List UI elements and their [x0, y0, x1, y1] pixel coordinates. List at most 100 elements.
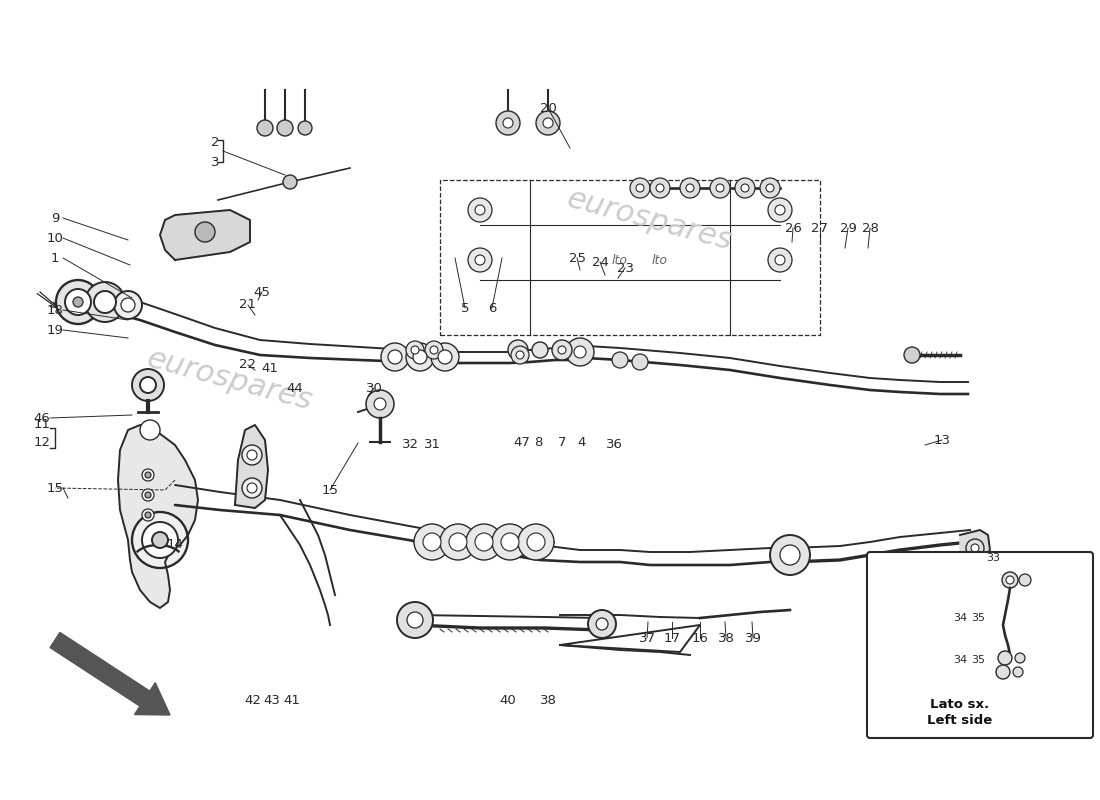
- Text: eurospares: eurospares: [144, 344, 316, 416]
- Circle shape: [73, 297, 82, 307]
- Circle shape: [152, 532, 168, 548]
- Text: 16: 16: [692, 631, 708, 645]
- Text: 44: 44: [287, 382, 304, 394]
- Circle shape: [508, 340, 528, 360]
- Circle shape: [449, 533, 468, 551]
- Circle shape: [710, 178, 730, 198]
- Text: 27: 27: [812, 222, 828, 234]
- Circle shape: [411, 346, 419, 354]
- Circle shape: [588, 610, 616, 638]
- Polygon shape: [960, 530, 990, 565]
- Circle shape: [142, 489, 154, 501]
- Circle shape: [1006, 576, 1014, 584]
- Text: 32: 32: [402, 438, 418, 451]
- Circle shape: [475, 205, 485, 215]
- Circle shape: [500, 533, 519, 551]
- Circle shape: [257, 120, 273, 136]
- Circle shape: [612, 352, 628, 368]
- Circle shape: [680, 178, 700, 198]
- Circle shape: [366, 390, 394, 418]
- Circle shape: [558, 346, 566, 354]
- Circle shape: [431, 343, 459, 371]
- Circle shape: [468, 198, 492, 222]
- Text: 11: 11: [33, 418, 51, 430]
- Polygon shape: [118, 425, 198, 608]
- Text: 40: 40: [499, 694, 516, 706]
- Circle shape: [741, 184, 749, 192]
- Circle shape: [430, 346, 438, 354]
- Circle shape: [966, 539, 984, 557]
- Text: 19: 19: [46, 323, 64, 337]
- Text: 1: 1: [51, 251, 59, 265]
- Circle shape: [780, 545, 800, 565]
- Circle shape: [516, 351, 524, 359]
- Circle shape: [760, 178, 780, 198]
- Circle shape: [566, 338, 594, 366]
- Circle shape: [776, 255, 785, 265]
- Circle shape: [242, 445, 262, 465]
- Text: 24: 24: [592, 255, 608, 269]
- Circle shape: [114, 291, 142, 319]
- Text: 41: 41: [284, 694, 300, 706]
- Text: 30: 30: [365, 382, 383, 394]
- Circle shape: [277, 120, 293, 136]
- Circle shape: [1015, 653, 1025, 663]
- Circle shape: [552, 340, 572, 360]
- Circle shape: [475, 533, 493, 551]
- Polygon shape: [160, 210, 250, 260]
- Circle shape: [518, 524, 554, 560]
- Text: 37: 37: [638, 631, 656, 645]
- Circle shape: [85, 282, 125, 322]
- Text: 17: 17: [663, 631, 681, 645]
- Text: 29: 29: [839, 222, 857, 234]
- Circle shape: [425, 341, 443, 359]
- Text: 34: 34: [953, 655, 967, 665]
- Circle shape: [56, 280, 100, 324]
- Text: 38: 38: [717, 631, 735, 645]
- Circle shape: [142, 522, 178, 558]
- Circle shape: [630, 178, 650, 198]
- Circle shape: [438, 350, 452, 364]
- Text: 14: 14: [166, 538, 184, 551]
- Circle shape: [475, 255, 485, 265]
- Circle shape: [140, 377, 156, 393]
- Text: Lato sx.: Lato sx.: [931, 698, 990, 711]
- Circle shape: [632, 354, 648, 370]
- Circle shape: [496, 111, 520, 135]
- Text: 4: 4: [578, 435, 586, 449]
- Circle shape: [768, 248, 792, 272]
- Text: 8: 8: [534, 437, 542, 450]
- Text: 12: 12: [33, 435, 51, 449]
- Circle shape: [1019, 574, 1031, 586]
- Text: 23: 23: [616, 262, 634, 274]
- Circle shape: [527, 533, 544, 551]
- Text: 45: 45: [254, 286, 271, 298]
- Circle shape: [971, 544, 979, 552]
- Circle shape: [248, 450, 257, 460]
- Circle shape: [996, 665, 1010, 679]
- Circle shape: [1013, 667, 1023, 677]
- Text: 36: 36: [606, 438, 623, 451]
- Text: lto: lto: [612, 254, 628, 266]
- Circle shape: [904, 347, 920, 363]
- Circle shape: [388, 350, 401, 364]
- Polygon shape: [235, 425, 268, 508]
- Text: 41: 41: [262, 362, 278, 374]
- Text: 26: 26: [784, 222, 802, 234]
- Circle shape: [121, 298, 135, 312]
- Text: 7: 7: [558, 437, 566, 450]
- Circle shape: [512, 346, 529, 364]
- Text: 42: 42: [244, 694, 262, 706]
- Circle shape: [596, 618, 608, 630]
- Circle shape: [716, 184, 724, 192]
- Text: 5: 5: [461, 302, 470, 314]
- Text: eurospares: eurospares: [564, 184, 736, 256]
- Text: 10: 10: [46, 231, 64, 245]
- Circle shape: [406, 341, 424, 359]
- Text: 18: 18: [46, 303, 64, 317]
- Text: 28: 28: [861, 222, 879, 234]
- Circle shape: [574, 346, 586, 358]
- Text: 38: 38: [540, 694, 557, 706]
- Circle shape: [536, 111, 560, 135]
- Circle shape: [142, 509, 154, 521]
